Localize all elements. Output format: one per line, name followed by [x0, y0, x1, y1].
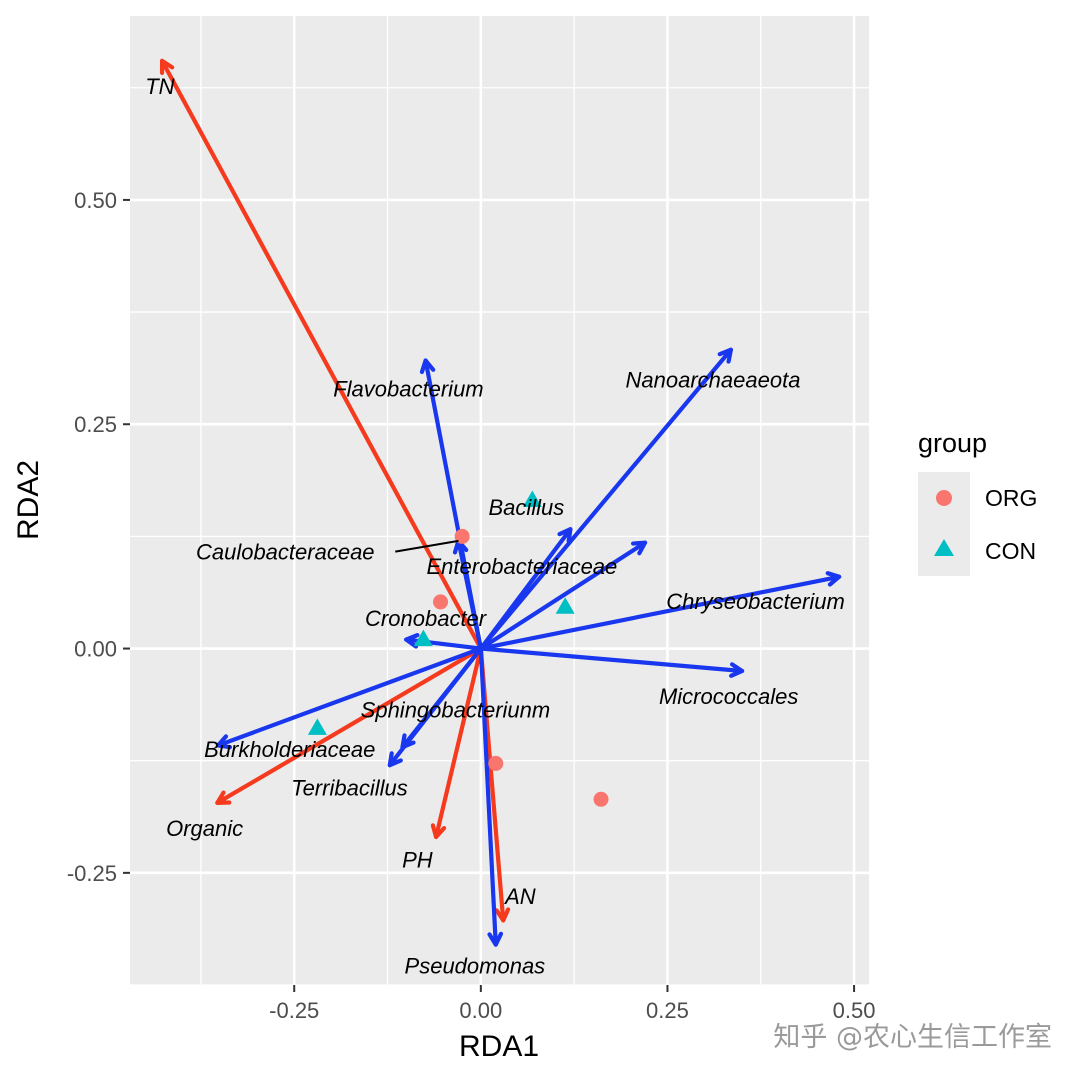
- species-arrow-enterobacteriaceae-shaft: [478, 540, 648, 651]
- sample-point-org: [593, 791, 609, 807]
- species-arrow-micrococcales-shaft: [478, 646, 745, 674]
- sample-point-org: [488, 755, 504, 771]
- species-arrow-terribacillus-head: [387, 751, 403, 768]
- x-axis-title: RDA1: [459, 1030, 539, 1063]
- arrow-label-enterobacteriaceae: Enterobacteriaceae: [426, 554, 617, 579]
- species-arrow-caulobacteraceae-shaft: [456, 538, 483, 651]
- arrow-label-bacillus: Bacillus: [488, 495, 564, 520]
- point-layer: [307, 490, 609, 807]
- species-arrow-terribacillus: [387, 646, 483, 768]
- species-arrow-bacillus: [478, 527, 573, 651]
- env-arrow-an-head: [494, 907, 511, 923]
- arrow-label-cronobacter: Cronobacter: [365, 606, 488, 631]
- x-tick-label: 0.25: [646, 998, 689, 1023]
- y-axis-ticks: -0.25 0.00 0.25 0.50: [67, 188, 130, 886]
- env-arrow-organic: [215, 646, 483, 805]
- arrow-layer: [159, 58, 842, 947]
- major-gridlines: [130, 16, 869, 985]
- env-arrow-tn-shaft: [159, 58, 483, 651]
- sample-point-org: [433, 594, 449, 610]
- legend-label-org: ORG: [985, 485, 1037, 511]
- legend-label-con: CON: [985, 538, 1036, 564]
- species-arrow-pseudomonas-head: [487, 931, 504, 947]
- species-arrow-burkholderiaceae: [215, 646, 483, 750]
- arrow-label-micrococcales: Micrococcales: [659, 684, 798, 709]
- sample-point-con: [307, 718, 327, 735]
- env-arrow-organic-head: [215, 790, 232, 805]
- species-arrow-bacillus-shaft: [478, 527, 573, 651]
- x-tick-label: -0.25: [269, 998, 319, 1023]
- y-tick-label: 0.25: [74, 412, 117, 437]
- arrow-label-nanoarchaeaeota: Nanoarchaeaeota: [626, 367, 801, 392]
- arrow-label-tn: TN: [145, 74, 174, 99]
- env-arrow-organic-shaft: [215, 646, 483, 805]
- plot-panel: [130, 16, 869, 985]
- arrow-label-caulobacteraceae: Caulobacteraceae: [196, 540, 375, 565]
- env-arrow-ph: [430, 646, 483, 840]
- arrow-label-burkholderiaceae: Burkholderiaceae: [204, 737, 375, 762]
- x-axis-ticks: -0.25 0.00 0.25 0.50: [269, 985, 875, 1023]
- arrow-label-terribacillus: Terribacillus: [291, 776, 408, 801]
- species-arrow-nanoarchaeaeota-head: [717, 347, 734, 364]
- watermark: 知乎 @农心生信工作室: [773, 1022, 1052, 1053]
- species-arrow-enterobacteriaceae-head: [630, 540, 648, 556]
- species-arrow-enterobacteriaceae: [478, 540, 648, 651]
- species-arrow-nanoarchaeaeota-shaft: [478, 347, 734, 651]
- arrow-label-pseudomonas: Pseudomonas: [405, 953, 546, 978]
- species-arrow-bacillus-head: [557, 527, 573, 544]
- sample-point-org: [454, 528, 470, 544]
- arrow-label-layer: TN Organic PH AN Nanoarchaeaeota Flavobacteri…: [145, 74, 845, 978]
- species-arrow-cronobacter-head: [404, 633, 420, 649]
- arrow-label-flavobacterium: Flavobacterium: [333, 376, 483, 401]
- species-arrow-nanoarchaeaeota: [478, 347, 734, 651]
- arrow-label-sphingobacteriunm: Sphingobacteriunm: [361, 698, 551, 723]
- env-arrow-tn: [159, 58, 483, 651]
- species-arrow-chryseobacterium: [478, 571, 842, 651]
- caulobacteraceae-leader-line: [395, 539, 459, 553]
- arrow-label-organic: Organic: [166, 816, 243, 841]
- sample-point-con: [522, 490, 542, 507]
- species-arrow-burkholderiaceae-shaft: [215, 646, 483, 748]
- sample-point-con: [555, 597, 575, 614]
- species-arrow-chryseobacterium-head: [825, 571, 842, 587]
- x-tick-label: 0.50: [833, 998, 876, 1023]
- y-tick-label: 0.50: [74, 188, 117, 213]
- species-arrow-pseudomonas: [478, 646, 504, 947]
- sample-point-con: [413, 629, 433, 647]
- env-arrow-ph-head: [430, 823, 447, 840]
- species-arrow-chryseobacterium-shaft: [478, 574, 842, 651]
- x-tick-label: 0.00: [459, 998, 502, 1023]
- legend-title: group: [918, 428, 987, 458]
- y-axis-title: RDA2: [12, 460, 45, 540]
- species-arrow-terribacillus-shaft: [387, 646, 483, 768]
- arrow-label-an: AN: [503, 884, 536, 909]
- species-arrow-pseudomonas-shaft: [478, 646, 498, 947]
- y-tick-label: -0.25: [67, 861, 117, 886]
- legend-org-circle-icon: [936, 490, 952, 506]
- species-arrow-micrococcales: [478, 646, 745, 678]
- species-arrow-burkholderiaceae-head: [215, 734, 233, 750]
- species-arrow-flavobacterium-head: [419, 358, 436, 375]
- env-arrow-tn-head: [159, 58, 175, 75]
- legend: group ORG CON: [918, 428, 1037, 576]
- env-arrow-ph-shaft: [433, 646, 483, 840]
- legend-con-triangle-icon: [934, 539, 954, 556]
- arrow-label-ph: PH: [402, 847, 433, 872]
- species-arrow-micrococcales-head: [729, 662, 745, 678]
- minor-gridlines: [130, 16, 869, 986]
- y-tick-label: 0.00: [74, 637, 117, 662]
- arrow-label-chryseobacterium: Chryseobacterium: [666, 589, 845, 614]
